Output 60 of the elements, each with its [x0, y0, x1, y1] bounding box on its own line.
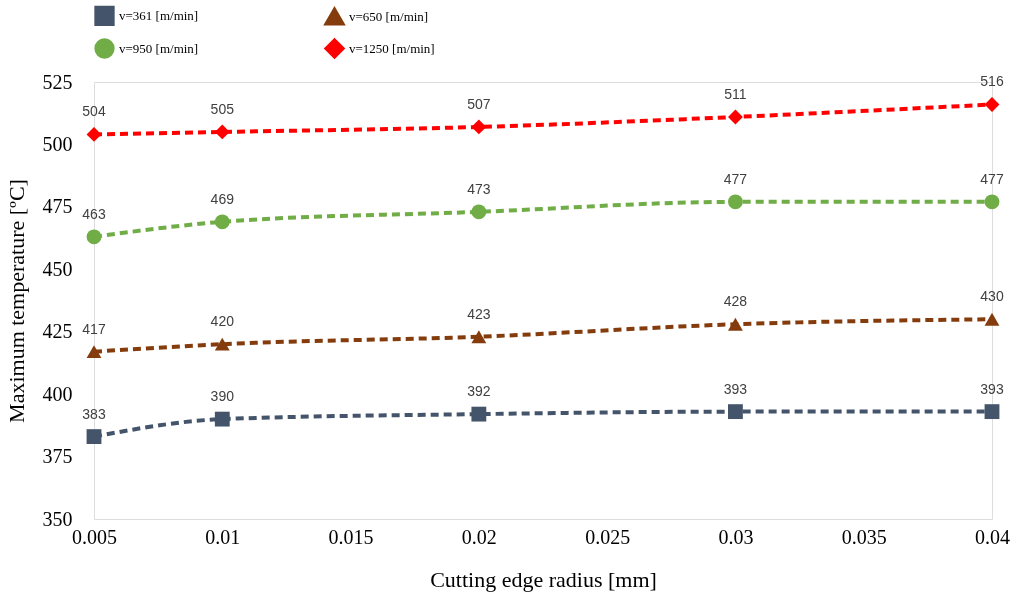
x-tick-label: 0.02 — [461, 525, 497, 548]
legend-label: v=950 [m/min] — [119, 40, 199, 56]
legend-label: v=361 [m/min] — [119, 7, 199, 23]
data-label: 423 — [467, 305, 491, 322]
legend-label: v=1250 [m/min] — [349, 40, 435, 56]
y-tick-label: 350 — [42, 507, 73, 530]
data-label: 417 — [82, 320, 106, 337]
data-label: 390 — [210, 388, 235, 405]
point — [214, 411, 230, 427]
data-label: 393 — [723, 380, 748, 397]
data-label: 383 — [82, 405, 106, 422]
point — [728, 404, 743, 420]
point — [471, 204, 487, 220]
x-tick-label: 0.035 — [841, 525, 887, 548]
data-label: 477 — [723, 170, 748, 187]
x-tick-label: 0.03 — [718, 525, 754, 548]
point — [728, 317, 743, 331]
point — [471, 406, 487, 422]
point — [984, 194, 1000, 210]
y-axis-title: Maximum temperature [ºC] — [3, 179, 29, 423]
x-tick-label: 0.005 — [72, 525, 117, 548]
x-tick-label: 0.025 — [585, 525, 631, 548]
data-label: 511 — [724, 85, 747, 102]
data-label: 504 — [82, 103, 106, 120]
point — [86, 229, 102, 245]
y-tick-label: 425 — [42, 320, 73, 343]
data-label: 430 — [980, 288, 1004, 305]
point — [214, 214, 230, 230]
legend-label: v=650 [m/min] — [349, 8, 429, 24]
point — [728, 109, 743, 125]
point — [214, 337, 230, 351]
point — [86, 345, 102, 359]
data-label: 393 — [980, 380, 1004, 397]
y-tick-label: 375 — [42, 445, 73, 468]
y-tick-label: 475 — [42, 195, 73, 218]
point — [984, 404, 1000, 420]
data-label: 463 — [82, 205, 106, 222]
data-label: 428 — [723, 293, 748, 310]
point — [86, 429, 102, 445]
data-label: 505 — [210, 100, 235, 117]
y-tick-label: 450 — [42, 257, 73, 280]
x-tick-label: 0.015 — [328, 525, 374, 548]
data-label: 420 — [210, 313, 235, 330]
point — [471, 119, 487, 135]
data-label: 473 — [467, 180, 491, 197]
point — [728, 194, 743, 210]
x-tick-label: 0.04 — [975, 525, 1010, 548]
data-label: 392 — [467, 383, 491, 400]
x-axis-title: Cutting edge radius [mm] — [430, 566, 657, 592]
y-tick-label: 500 — [42, 132, 73, 155]
data-label: 516 — [980, 73, 1004, 90]
data-label: 477 — [980, 170, 1004, 187]
point — [984, 312, 1000, 326]
data-label: 469 — [210, 190, 235, 207]
point — [214, 124, 230, 140]
y-tick-label: 400 — [42, 382, 73, 405]
y-tick-label: 525 — [42, 70, 73, 93]
x-tick-label: 0.01 — [205, 525, 241, 548]
data-label: 507 — [467, 95, 491, 112]
point — [471, 330, 487, 344]
